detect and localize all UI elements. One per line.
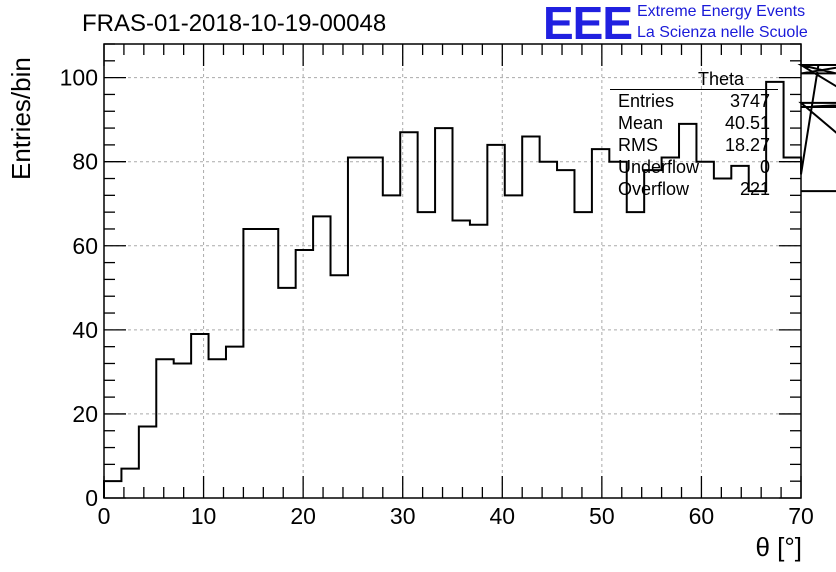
tick-labels: 0 10 20 30 40 50 60 70 0 20 40 60 80 100 bbox=[60, 65, 814, 529]
stats-row-overflow: Overflow 221 bbox=[610, 178, 778, 200]
y-tick-label: 0 bbox=[85, 485, 98, 511]
x-tick-label: 50 bbox=[589, 503, 615, 529]
x-tick-label: 60 bbox=[689, 503, 715, 529]
stats-row-entries: Entries 3747 bbox=[610, 90, 778, 112]
stats-value: 18.27 bbox=[724, 135, 770, 155]
stats-value: 0 bbox=[759, 157, 770, 177]
stats-label: RMS bbox=[618, 135, 658, 155]
stats-label: Overflow bbox=[618, 179, 690, 199]
stats-label: Underflow bbox=[618, 157, 700, 177]
stats-value: 40.51 bbox=[724, 113, 770, 133]
eee-logo: EEE bbox=[543, 0, 633, 49]
x-tick-label: 40 bbox=[489, 503, 515, 529]
stats-value: 221 bbox=[739, 179, 770, 199]
stats-box: Theta Entries 3747 Mean 40.51 RMS 18.27 … bbox=[610, 68, 778, 200]
x-tick-label: 30 bbox=[390, 503, 416, 529]
stats-value: 3747 bbox=[729, 91, 770, 111]
x-tick-label: 70 bbox=[788, 503, 814, 529]
plot-frame bbox=[103, 43, 802, 499]
y-tick-label: 80 bbox=[72, 149, 98, 175]
stats-label: Entries bbox=[618, 91, 675, 111]
y-tick-label: 40 bbox=[72, 317, 98, 343]
axis-ticks bbox=[103, 43, 802, 499]
y-tick-label: 100 bbox=[60, 65, 98, 91]
stats-title: Theta bbox=[610, 68, 778, 90]
logo-line-2: La Scienza nelle Scuole bbox=[637, 24, 808, 41]
x-tick-label: 20 bbox=[290, 503, 316, 529]
stats-row-underflow: Underflow 0 bbox=[610, 156, 778, 178]
x-tick-label: 0 bbox=[98, 503, 111, 529]
y-axis-label: Entries/bin bbox=[6, 57, 36, 180]
x-tick-label: 10 bbox=[191, 503, 217, 529]
stats-row-rms: RMS 18.27 bbox=[610, 134, 778, 156]
histogram-line bbox=[103, 64, 836, 498]
logo-line-1: Extreme Energy Events bbox=[637, 3, 806, 20]
chart-title: FRAS-01-2018-10-19-00048 bbox=[82, 10, 387, 37]
y-tick-label: 60 bbox=[72, 233, 98, 259]
stats-label: Mean bbox=[618, 113, 664, 133]
y-tick-label: 20 bbox=[72, 401, 98, 427]
x-axis-label: θ [°] bbox=[755, 532, 802, 562]
stats-row-mean: Mean 40.51 bbox=[610, 112, 778, 134]
